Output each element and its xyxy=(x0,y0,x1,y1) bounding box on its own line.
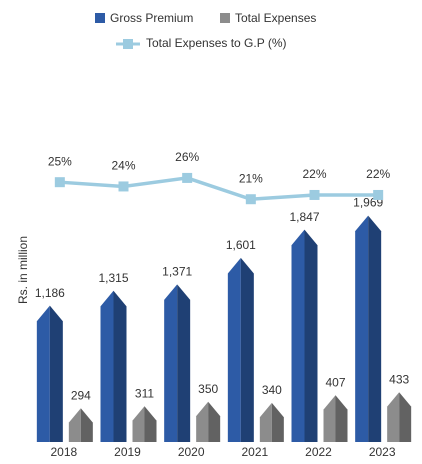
bar-face xyxy=(100,290,114,442)
legend-swatch xyxy=(95,13,105,23)
x-tick-label: 2023 xyxy=(369,445,396,459)
bar xyxy=(196,401,221,442)
bar-face xyxy=(80,408,93,442)
bar xyxy=(387,392,412,442)
data-label: 294 xyxy=(71,388,91,402)
bar-face xyxy=(208,401,221,442)
x-tick-label: 2018 xyxy=(50,445,77,459)
data-label: 1,847 xyxy=(289,210,319,224)
bar xyxy=(291,229,318,442)
bar-face xyxy=(399,392,412,442)
x-tick-label: 2021 xyxy=(241,445,268,459)
legend-swatch xyxy=(220,13,230,23)
data-label: 1,601 xyxy=(226,238,256,252)
line-marker xyxy=(54,177,65,188)
bar-face xyxy=(113,290,127,442)
bar-face xyxy=(196,401,209,442)
line-marker xyxy=(182,172,193,183)
bar-face xyxy=(36,305,50,442)
data-label: 22% xyxy=(302,167,326,181)
bar xyxy=(355,215,382,442)
legend-label: Gross Premium xyxy=(110,11,193,25)
legend-marker xyxy=(123,39,133,49)
bar-face xyxy=(387,392,400,442)
bar xyxy=(36,305,63,442)
legend-label: Total Expenses xyxy=(235,11,316,25)
bar-face xyxy=(323,395,336,442)
bar-face xyxy=(177,284,191,442)
line-marker xyxy=(309,189,320,200)
data-label: 340 xyxy=(262,383,282,397)
legend-label: Total Expenses to G.P (%) xyxy=(146,36,287,50)
data-label: 1,371 xyxy=(162,265,192,279)
data-label: 1,186 xyxy=(35,286,65,300)
line-marker xyxy=(118,181,129,192)
bar-face xyxy=(240,257,254,442)
x-tick-label: 2020 xyxy=(178,445,205,459)
bar xyxy=(132,406,157,442)
bar-face xyxy=(335,395,348,442)
bar-face xyxy=(355,215,369,442)
bar-face xyxy=(368,215,382,442)
bar-face xyxy=(49,305,63,442)
bar xyxy=(323,395,348,442)
bar xyxy=(227,257,254,442)
bar-face xyxy=(144,406,157,442)
x-tick-label: 2019 xyxy=(114,445,141,459)
y-axis-label: Rs. in million xyxy=(16,236,30,304)
bar-face xyxy=(291,229,305,442)
bar-face xyxy=(227,257,241,442)
bar xyxy=(100,290,127,442)
bar-face xyxy=(132,406,145,442)
data-label: 350 xyxy=(198,382,218,396)
line-marker xyxy=(245,194,256,205)
bar-face xyxy=(259,402,272,442)
data-label: 407 xyxy=(325,375,345,389)
data-label: 24% xyxy=(111,159,135,173)
line-marker xyxy=(373,189,384,200)
data-label: 21% xyxy=(239,171,263,185)
data-label: 22% xyxy=(366,167,390,181)
bar xyxy=(164,284,191,442)
bar-face xyxy=(271,402,284,442)
line xyxy=(59,176,379,201)
bar xyxy=(68,408,93,442)
bar xyxy=(259,402,284,442)
data-label: 433 xyxy=(389,372,409,386)
data-label: 1,315 xyxy=(98,271,128,285)
x-tick-label: 2022 xyxy=(305,445,332,459)
bar-face xyxy=(68,408,81,442)
data-label: 311 xyxy=(135,386,154,400)
bar-face xyxy=(164,284,178,442)
data-label: 25% xyxy=(48,154,72,168)
bar-face xyxy=(304,229,318,442)
data-label: 26% xyxy=(175,150,199,164)
